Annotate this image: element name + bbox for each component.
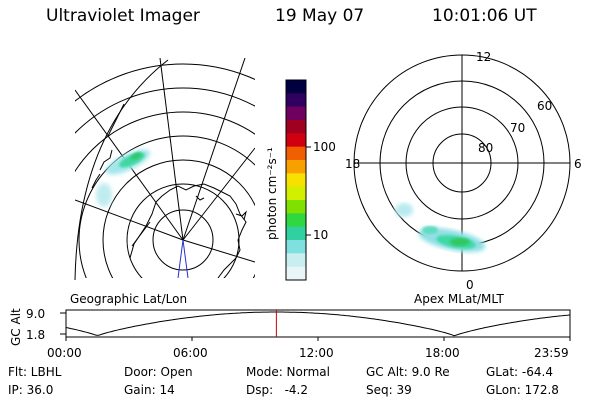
colorbar-swatch: [286, 186, 306, 201]
info-gain: Gain: 14: [124, 383, 175, 397]
colorbar-swatch: [286, 160, 306, 174]
colorbar: 100 10 photon cm⁻²s⁻¹: [265, 79, 336, 281]
lat-label-70: 70: [510, 121, 525, 135]
altitude-timeline: 9.0 1.8 GC Alt 00:00 06:00 12:00 18:00 23:59: [9, 307, 571, 360]
info-glon: GLon: 172.8: [486, 383, 559, 397]
colorbar-tick-10: 10: [313, 228, 328, 242]
altitude-curve: [65, 311, 571, 337]
timeline-y-top: 9.0: [26, 307, 45, 321]
colorbar-swatch: [286, 173, 306, 188]
colorbar-swatch: [286, 80, 306, 94]
colorbar-swatch: [286, 200, 306, 214]
geographic-map: [75, 58, 255, 278]
colorbar-swatch: [286, 133, 306, 148]
time-label: 10:01:06 UT: [432, 6, 537, 26]
x-tick-label: 18:00: [425, 346, 460, 360]
colorbar-swatch: [286, 146, 306, 161]
date-label: 19 May 07: [275, 6, 365, 26]
x-tick-label: 06:00: [173, 346, 208, 360]
mlt-label-6: 6: [574, 157, 582, 171]
info-panel: Flt: LBHL Door: Open Mode: Normal GC Alt…: [8, 365, 559, 397]
aurora-geographic: [96, 149, 151, 207]
info-gc-alt: GC Alt: 9.0 Re: [366, 365, 450, 379]
local-meridian: [177, 239, 189, 278]
colorbar-swatch: [286, 93, 306, 108]
colorbar-swatch: [286, 120, 306, 134]
info-dsp: Dsp: -4.2: [246, 383, 308, 397]
colorbar-swatch: [286, 106, 306, 121]
x-tick-label: 00:00: [47, 346, 82, 360]
info-seq: Seq: 39: [366, 383, 412, 397]
colorbar-tick-100: 100: [313, 140, 336, 154]
info-mode: Mode: Normal: [246, 365, 330, 379]
mlt-label-12: 12: [476, 50, 491, 64]
timeline-ylabel: GC Alt: [9, 308, 23, 346]
map-boundary: [74, 59, 169, 281]
timeline-y-bottom: 1.8: [26, 328, 45, 342]
meridians: [75, 58, 255, 263]
info-door: Door: Open: [124, 365, 193, 379]
colorbar-swatches: [286, 80, 306, 281]
colorbar-swatch: [286, 240, 306, 254]
mlt-label-18: 18: [345, 157, 360, 171]
geographic-panel-label: Geographic Lat/Lon: [70, 292, 187, 306]
latitude-circles: [75, 63, 255, 278]
colorbar-unit-label: photon cm⁻²s⁻¹: [265, 147, 279, 240]
info-glat: GLat: -64.4: [486, 365, 553, 379]
info-flt: Flt: LBHL: [8, 365, 62, 379]
lat-label-60: 60: [537, 99, 552, 113]
polar-plot: 12 18 6 0 60 70 80: [345, 50, 582, 292]
x-tick-label: 12:00: [299, 346, 334, 360]
timeline-x-ticks: 00:00 06:00 12:00 18:00 23:59: [47, 337, 571, 360]
lat-label-80: 80: [478, 141, 493, 155]
x-tick-label: 23:59: [534, 346, 569, 360]
mlt-label-0: 0: [466, 278, 474, 292]
colorbar-swatch: [286, 253, 306, 268]
colorbar-swatch: [286, 226, 306, 241]
colorbar-swatch: [286, 266, 306, 281]
info-ip: IP: 36.0: [8, 383, 53, 397]
instrument-title: Ultraviolet Imager: [46, 6, 200, 26]
aurora-polar: [395, 203, 486, 253]
colorbar-swatch: [286, 213, 306, 228]
polar-panel-label: Apex MLat/MLT: [414, 292, 504, 306]
